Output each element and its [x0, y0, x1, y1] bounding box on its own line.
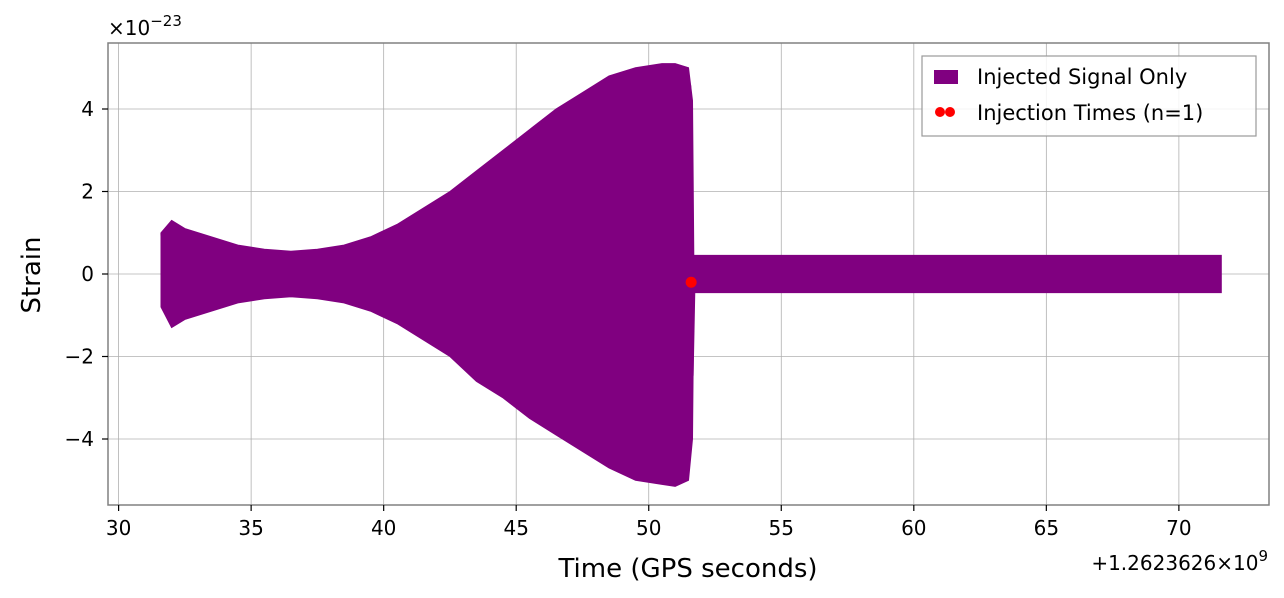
y-multiplier-label: ×10−23: [108, 12, 182, 40]
x-tick-label: 45: [503, 516, 528, 540]
x-offset-exponent: 9: [1258, 547, 1268, 565]
signal-oscillation: [160, 64, 1221, 485]
x-tick-label: 55: [769, 516, 794, 540]
legend-swatch-signal: [934, 70, 958, 84]
x-offset-label: +1.2623626×109: [1091, 547, 1268, 575]
x-tick-label: 35: [238, 516, 263, 540]
legend-marker-injection: [935, 107, 945, 117]
legend-label-signal: Injected Signal Only: [977, 65, 1187, 89]
tick-layer: 30 35 40 45 50 55 60 65 70 −4 −2 0 2 4: [65, 97, 1192, 540]
x-tick-label: 30: [106, 516, 131, 540]
y-tick-label: −2: [65, 345, 94, 369]
x-tick-label: 50: [636, 516, 661, 540]
x-offset-base: +1.2623626×10: [1091, 551, 1258, 575]
y-tick-label: −4: [65, 427, 94, 451]
x-tick-label: 70: [1166, 516, 1191, 540]
y-axis-title: Strain: [17, 236, 47, 313]
y-tick-label: 0: [81, 262, 94, 286]
y-tick-label: 4: [81, 97, 94, 121]
x-tick-label: 40: [371, 516, 396, 540]
x-axis-title: Time (GPS seconds): [557, 554, 817, 584]
signal-envelope: [160, 63, 1222, 487]
legend-label-injection: Injection Times (n=1): [977, 101, 1203, 125]
injection-point: [685, 276, 697, 288]
series-layer: [160, 63, 1222, 487]
legend-box: [921, 55, 1257, 137]
legend: Injected Signal Only Injection Times (n=…: [921, 55, 1257, 137]
legend-marker-injection: [945, 107, 955, 117]
x-tick-label: 65: [1034, 516, 1059, 540]
y-multiplier-exponent: −23: [150, 12, 182, 30]
y-multiplier-base: ×10: [108, 16, 150, 40]
y-tick-label: 2: [81, 180, 94, 204]
x-tick-label: 60: [901, 516, 926, 540]
